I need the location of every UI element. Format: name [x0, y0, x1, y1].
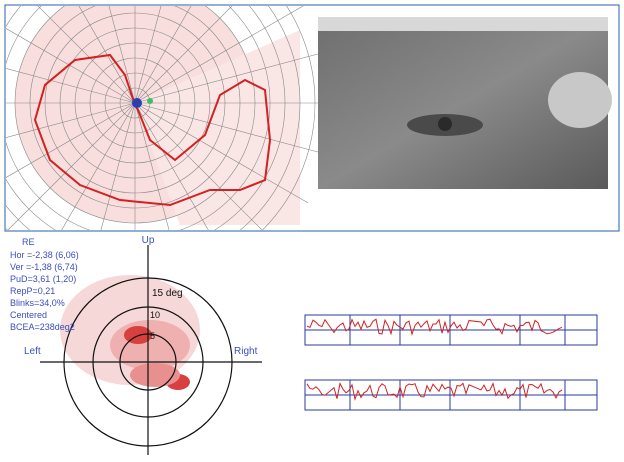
- trace-line: [307, 383, 562, 399]
- info-line: Ver =-1,38 (6,74): [10, 262, 78, 272]
- eye-image-header: [318, 17, 608, 31]
- info-line: Centered: [10, 310, 47, 320]
- trace-line: [307, 319, 562, 334]
- info-line: PuD=3,61 (1,20): [10, 274, 76, 284]
- fixation-dot: [132, 98, 142, 108]
- page: RE Hor =-2,38 (6,06) Ver =-1,38 (6,74) PuD…: [0, 0, 624, 462]
- fixation-traces: [305, 315, 597, 410]
- left-label: Left: [24, 346, 41, 357]
- glare: [548, 72, 612, 128]
- marker-dot: [147, 98, 153, 104]
- ring-label: 5: [150, 331, 155, 341]
- info-line: BCEA=238deg2: [10, 322, 75, 332]
- up-label: Up: [142, 235, 155, 246]
- info-line: RepP=0,21: [10, 286, 55, 296]
- right-label: Right: [234, 346, 258, 357]
- screen: RE Hor =-2,38 (6,06) Ver =-1,38 (6,74) PuD…: [0, 0, 624, 457]
- info-line: Blinks=34,0%: [10, 298, 65, 308]
- info-line: Hor =-2,38 (6,06): [10, 250, 79, 260]
- ring-label: 15 deg: [152, 288, 183, 299]
- pupil: [438, 117, 452, 131]
- eye-label: RE: [22, 237, 35, 247]
- ring-label: 10: [150, 310, 160, 320]
